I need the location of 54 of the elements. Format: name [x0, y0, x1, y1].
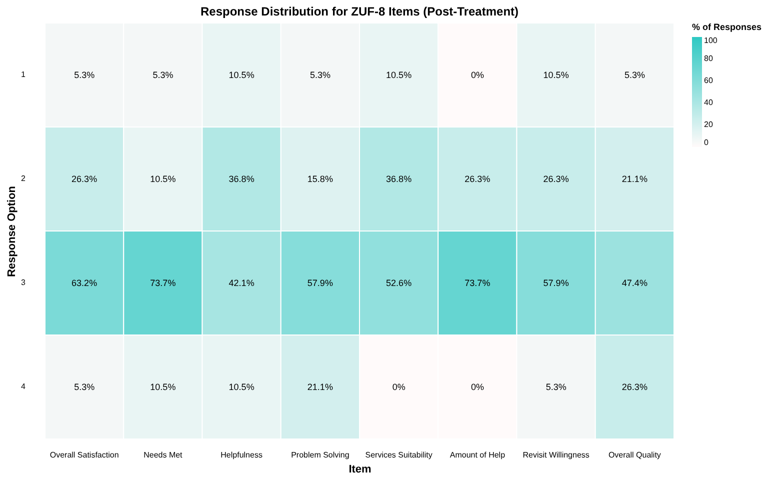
data-label: 10.5%: [543, 70, 569, 80]
color-bar-label: 80: [704, 54, 714, 63]
data-label: 0%: [470, 70, 484, 80]
data-label: 5.3%: [624, 70, 645, 80]
data-label: 36.8%: [228, 174, 254, 184]
data-label: 5.3%: [152, 70, 174, 80]
data-label: 0%: [470, 382, 484, 392]
data-label: 10.5%: [386, 70, 412, 80]
data-label: 57.9%: [307, 278, 333, 288]
data-label: 0%: [392, 382, 406, 392]
y-tick-label: 1: [21, 70, 26, 79]
x-tick-label: Services Suitability: [365, 450, 432, 460]
x-tick-label: Revisit Willingness: [522, 450, 590, 460]
data-label: 57.9%: [543, 278, 569, 288]
data-label: 26.3%: [622, 382, 648, 392]
y-tick-label: 4: [21, 382, 26, 391]
data-label: 15.8%: [307, 174, 333, 184]
data-label: 26.3%: [543, 174, 569, 184]
y-tick-label: 3: [21, 278, 26, 287]
data-label: 10.5%: [150, 174, 176, 184]
x-tick-label: Amount of Help: [450, 450, 506, 460]
data-label: 5.3%: [74, 70, 95, 80]
data-label: 26.3%: [72, 174, 98, 184]
data-label: 10.5%: [228, 382, 254, 392]
y-tick-label: 2: [21, 174, 26, 183]
data-label: 42.1%: [228, 278, 254, 288]
x-tick-label: Overall Quality: [608, 450, 661, 460]
x-tick-label: Problem Solving: [291, 450, 350, 460]
color-bar-label: 20: [704, 120, 714, 129]
y-axis-title: Response Option: [6, 186, 18, 278]
chart-title: Response Distribution for ZUF-8 Items (Post-Treatment): [200, 4, 519, 18]
data-label: 73.7%: [150, 278, 176, 288]
color-bar-label: 0: [704, 138, 709, 147]
data-label: 52.6%: [386, 278, 412, 288]
color-bar-label: 40: [704, 98, 714, 107]
color-bar-title: % of Responses: [692, 22, 762, 32]
data-label: 5.3%: [74, 382, 95, 392]
data-label: 73.7%: [464, 278, 490, 288]
data-label: 5.3%: [546, 382, 566, 392]
x-tick-label: Needs Met: [144, 450, 184, 460]
data-label: 10.5%: [150, 382, 176, 392]
data-label: 47.4%: [622, 278, 648, 288]
color-bar-label: 100: [704, 36, 718, 45]
data-label: 21.1%: [622, 174, 648, 184]
data-label: 36.8%: [386, 174, 412, 184]
data-label: 21.1%: [307, 382, 333, 392]
x-tick-label: Overall Satisfaction: [50, 450, 119, 460]
x-tick-label: Helpfulness: [220, 450, 262, 460]
data-label: 26.3%: [464, 174, 490, 184]
data-label: 10.5%: [228, 70, 254, 80]
data-label: 63.2%: [72, 278, 98, 288]
data-label: 5.3%: [310, 70, 330, 80]
x-axis-title: Item: [348, 464, 372, 476]
color-bar-label: 60: [704, 76, 714, 85]
